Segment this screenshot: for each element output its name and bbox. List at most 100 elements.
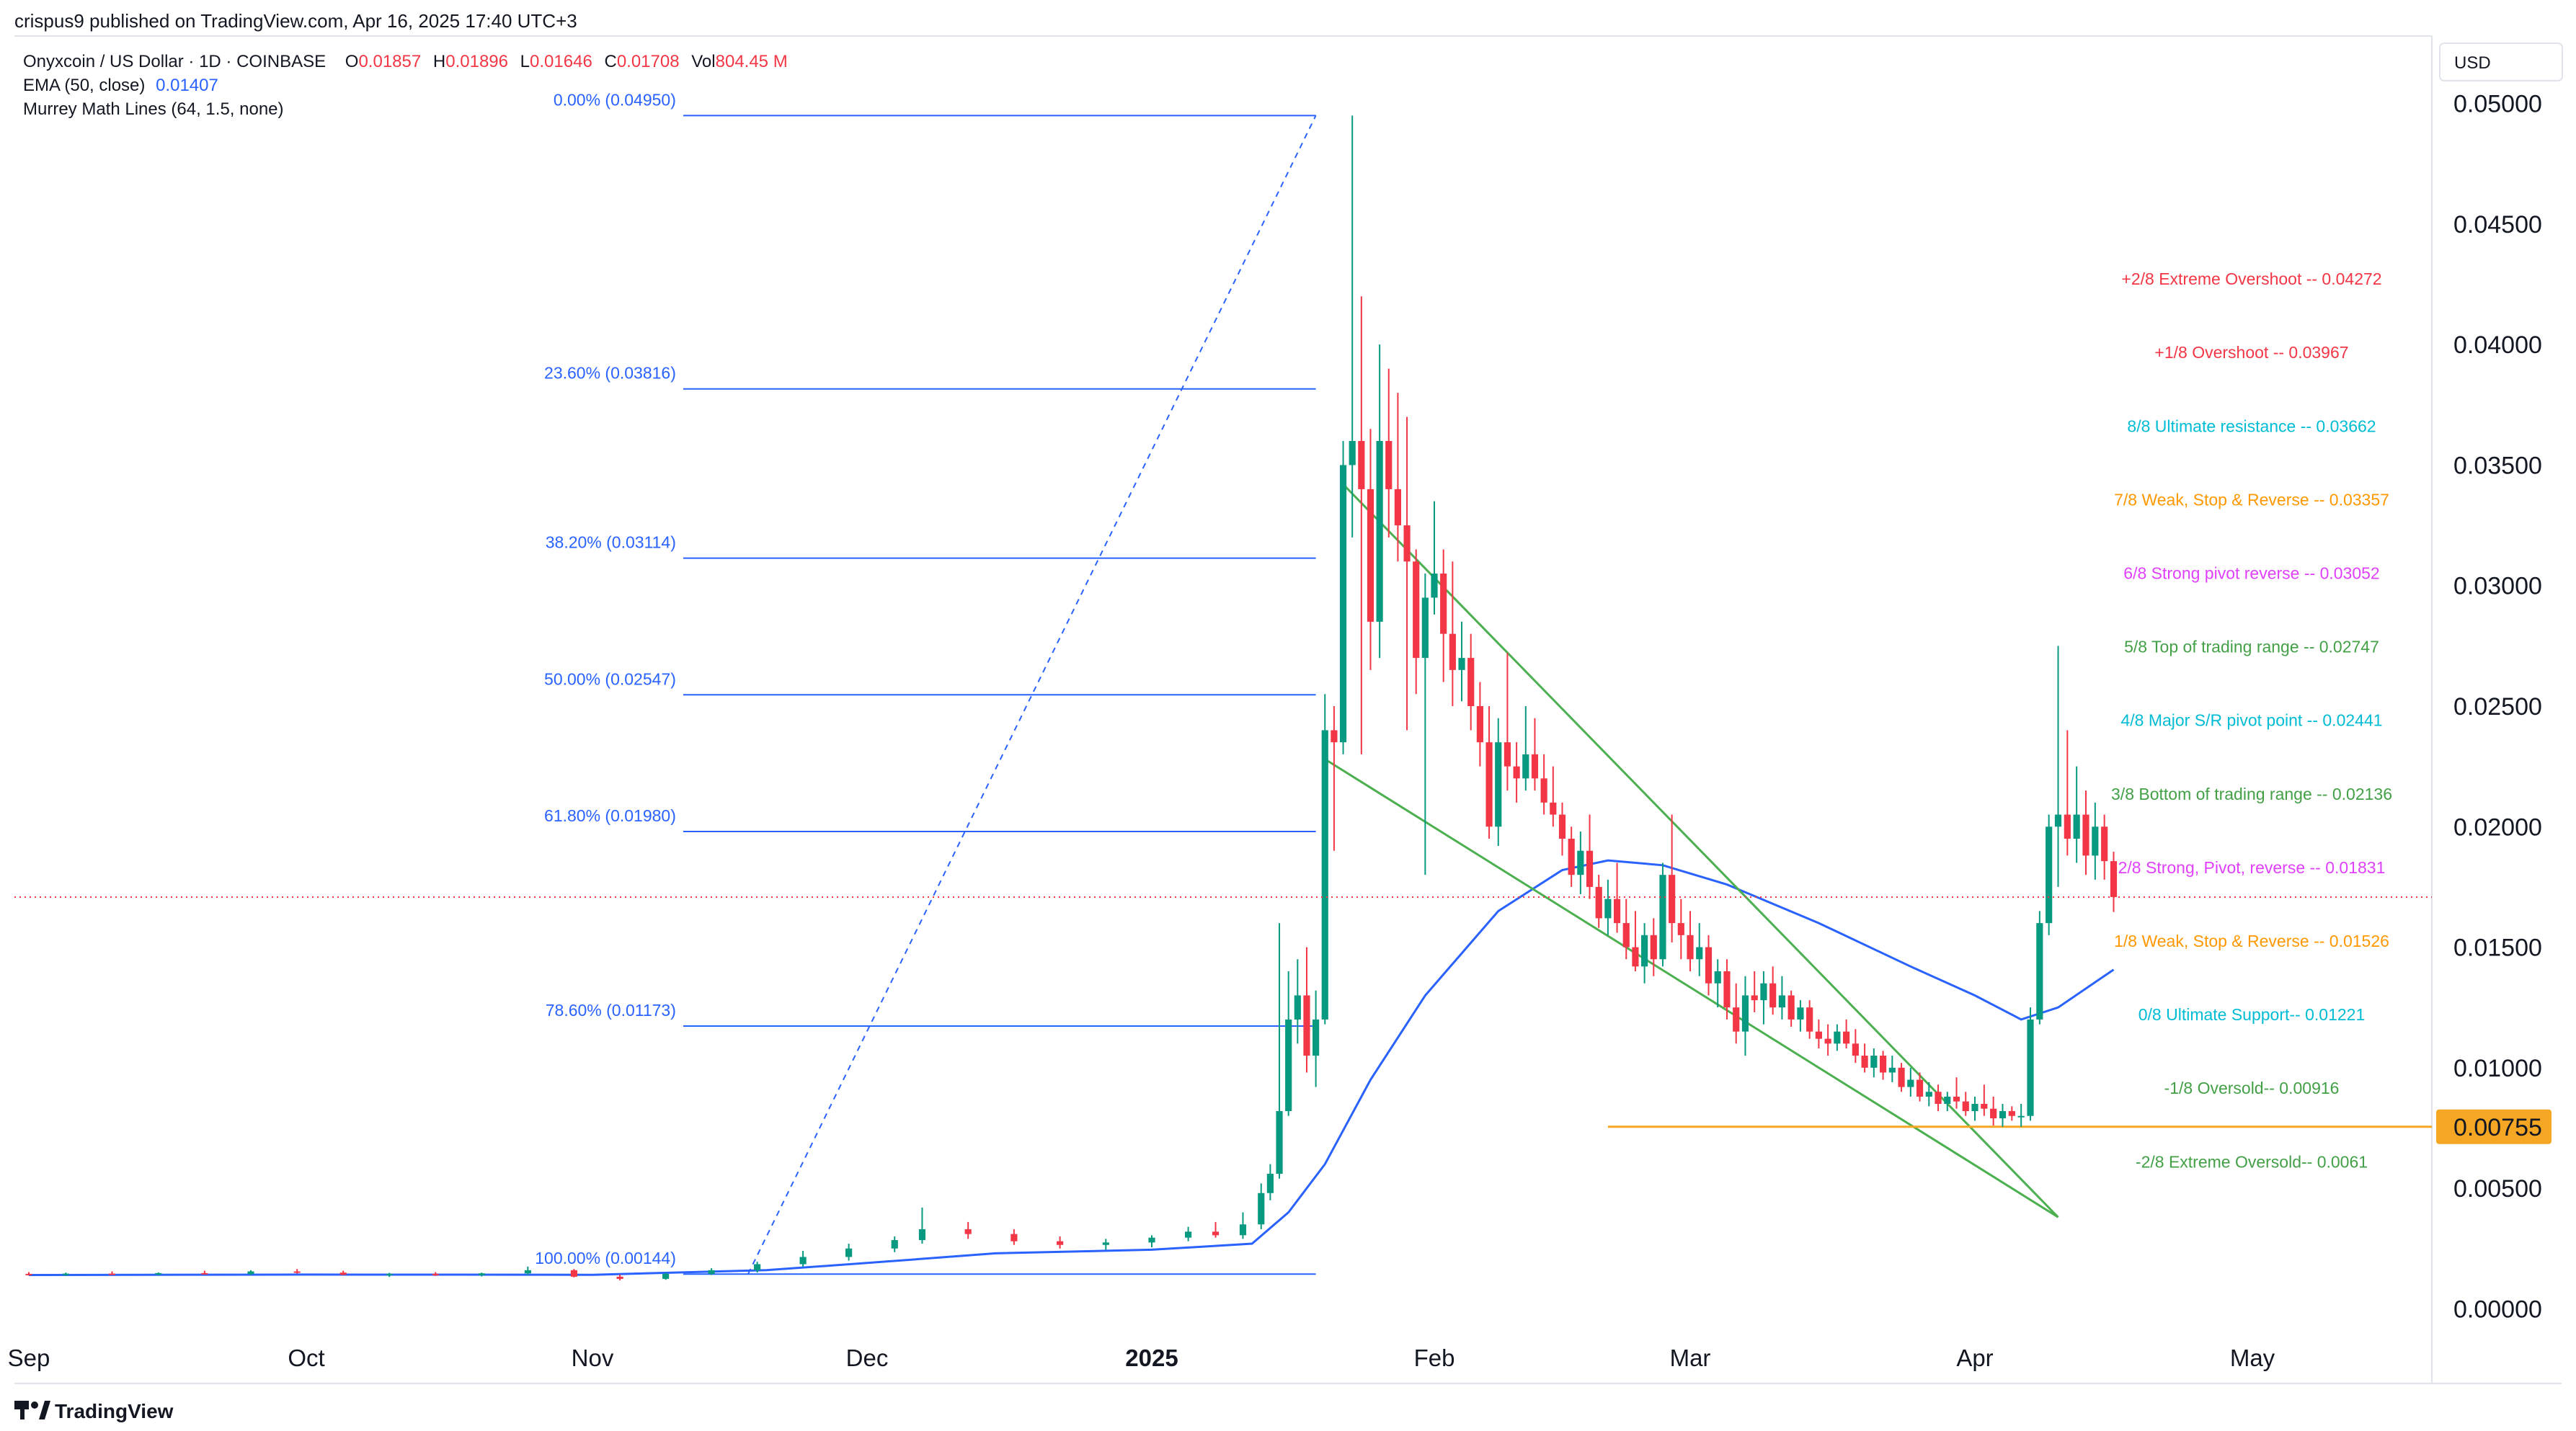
murrey-level-label: 6/8 Strong pivot reverse -- 0.03052 [2123,563,2379,582]
candle-body [616,1276,623,1279]
close-value: 0.01708 [617,52,680,71]
candle-body [1741,995,1749,1032]
fib-trend-line [747,115,1317,1275]
candle-body [1331,730,1338,743]
candle-body [1495,742,1502,827]
candle-body [1953,1096,1960,1102]
candle-body [2082,814,2089,856]
candle-body [2101,826,2108,862]
price-tick-label: 0.03500 [2453,452,2542,479]
tradingview-logo-icon [14,1401,50,1419]
candle-body [1321,730,1328,1020]
ema-line [28,859,2115,1276]
ema-label: EMA (50, close) [23,76,145,95]
candle-body [1797,1007,1804,1020]
low-label: L [520,52,530,71]
ohlc-legend: Onyxcoin / US Dollar · 1D · COINBASE O0.… [23,52,788,71]
candle-body [1522,754,1529,779]
fib-retracement[interactable]: 0.00% (0.04950) 23.60% (0.03816) 38.20% (0… [535,90,1317,1275]
candle-body [1531,754,1539,779]
candle-body [1778,995,1786,1008]
brand-name: TradingView [55,1400,174,1422]
time-tick-label: Sep [8,1345,50,1371]
time-axis[interactable]: Sep Oct Nov Dec 2025 Feb Mar Apr May [8,1345,2275,1371]
candle-body [62,1273,69,1275]
high-value: 0.01896 [445,52,508,71]
murrey-level-label: 1/8 Weak, Stop & Reverse -- 0.01526 [2114,932,2389,950]
price-tick-label: 0.02000 [2453,813,2542,841]
candle-body [2017,1115,2025,1118]
candle-body [293,1271,301,1273]
published-line: crispus9 published on TradingView.com, A… [14,10,577,32]
symbol-title[interactable]: Onyxcoin / US Dollar · 1D · COINBASE [23,52,326,71]
candle-body [1550,802,1557,815]
candle-body [1239,1224,1247,1236]
candle-body [1751,995,1758,1001]
candle-body [1212,1231,1220,1236]
wedge-trendline [1324,758,2059,1218]
candle-body [1485,742,1493,827]
candle-body [1888,1067,1896,1073]
price-tick-label: 0.04000 [2453,331,2542,359]
murrey-level-label: 8/8 Ultimate resistance -- 0.03662 [2127,416,2376,435]
candle-body [1669,875,1676,924]
candle-body [1285,1019,1292,1112]
time-tick-label: Oct [288,1345,324,1371]
candle-body [1650,935,1657,960]
price-tick-label: 0.01500 [2453,935,2542,962]
currency-button[interactable] [2439,43,2563,81]
price-axis[interactable]: 0.00000 0.00500 0.01000 0.01500 0.02000 0.025… [2436,91,2551,1324]
candle-body [1687,935,1694,960]
candlesticks [25,115,2118,1280]
fib-level-label: 100.00% (0.00144) [535,1249,676,1267]
candle-body [1870,1056,1878,1068]
candle-body [2110,861,2118,897]
murrey-legend[interactable]: Murrey Math Lines (64, 1.5, none) [23,99,284,119]
candle-body [1266,1174,1274,1193]
candle-body [1879,1056,1887,1073]
fib-level-label: 78.60% (0.01173) [546,1001,676,1020]
open-value: 0.01857 [358,52,421,71]
candle-body [247,1271,254,1275]
open-label: O [345,52,359,71]
candle-body [1376,441,1383,622]
price-tick-label: 0.04500 [2453,211,2542,239]
price-marker-label: 0.00755 [2453,1114,2542,1141]
candle-body [1431,574,1438,598]
candle-body [2008,1111,2015,1116]
fib-level-label: 23.60% (0.03816) [544,364,676,383]
currency-button-label: USD [2454,53,2491,73]
murrey-level-label: 7/8 Weak, Stop & Reverse -- 0.03357 [2114,490,2389,509]
candle-body [1815,1031,1822,1039]
ema-value: 0.01407 [156,76,218,95]
candle-body [1769,983,1777,1008]
candle-body [1641,935,1648,967]
candle-body [1834,1031,1841,1044]
high-label: H [433,52,445,71]
candle-body [891,1240,898,1249]
candle-body [2027,1019,2034,1116]
time-tick-label: 2025 [1125,1345,1178,1371]
candle-body [386,1273,393,1275]
candle-body [2054,814,2062,827]
murrey-math-labels: +2/8 Extreme Overshoot -- 0.04272 +1/8 Ov… [2111,269,2392,1171]
candle-body [1852,1043,1859,1056]
time-tick-label: Dec [846,1345,889,1371]
candle-body [339,1272,347,1275]
ema-legend[interactable]: EMA (50, close) 0.01407 [23,76,218,95]
time-tick-label: Feb [1414,1345,1455,1371]
candle-body [1540,778,1547,803]
murrey-level-label: 3/8 Bottom of trading range -- 0.02136 [2111,785,2392,803]
price-tick-label: 0.02500 [2453,693,2542,721]
candle-body [524,1270,531,1274]
fib-level-label: 61.80% (0.01980) [544,806,676,825]
candle-body [432,1273,439,1275]
candle-body [1944,1096,1951,1104]
candle-body [1258,1192,1265,1225]
candle-body [1613,899,1621,924]
time-tick-label: Nov [572,1345,614,1371]
candle-body [1421,597,1429,659]
candle-body [1696,947,1703,960]
